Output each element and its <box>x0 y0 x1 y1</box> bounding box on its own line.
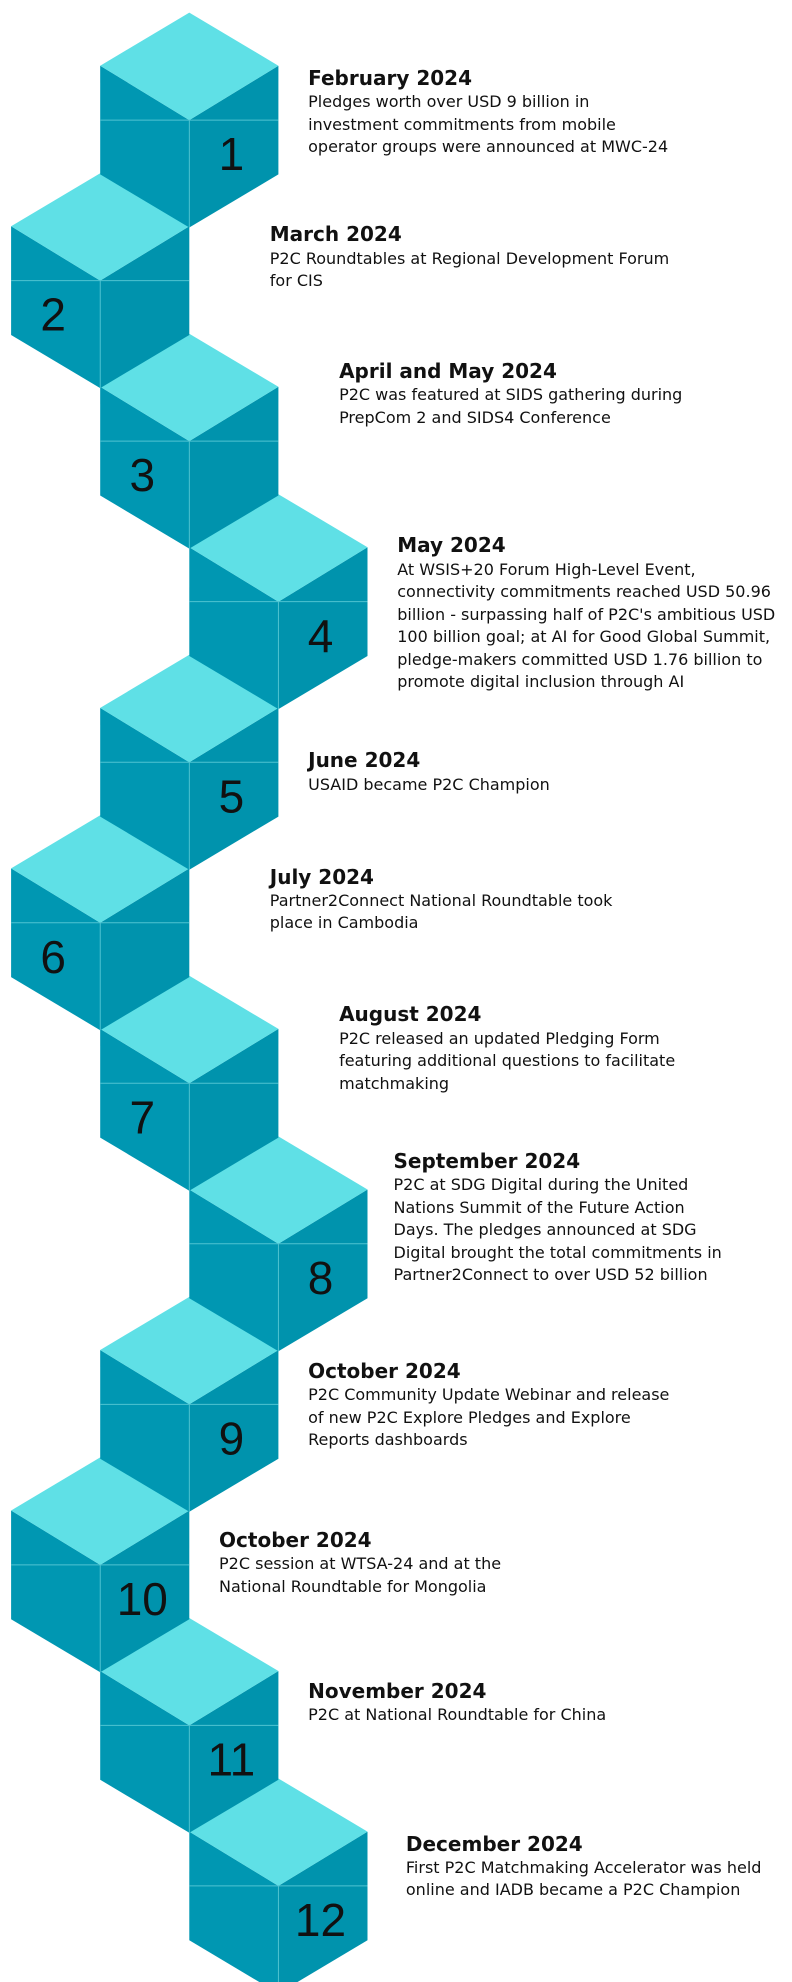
step-number: 1 <box>219 128 245 180</box>
step-text: P2C session at WTSA-24 and at the Nation… <box>219 1553 566 1598</box>
step-text: First P2C Matchmaking Accelerator was he… <box>406 1857 790 1902</box>
step-number: 11 <box>208 1733 256 1785</box>
step-text: P2C at National Roundtable for China <box>308 1704 679 1727</box>
step-title: November 2024 <box>308 1679 486 1703</box>
step-text: USAID became P2C Champion <box>308 774 679 797</box>
step-number: 6 <box>40 931 66 983</box>
step-title: March 2024 <box>270 222 402 246</box>
step-text: P2C at SDG Digital during the United Nat… <box>394 1174 728 1287</box>
step-number: 5 <box>219 770 245 822</box>
step-number: 2 <box>40 289 66 341</box>
step-title: October 2024 <box>219 1528 372 1552</box>
step-title: July 2024 <box>270 865 374 889</box>
step-text: Partner2Connect National Roundtable took… <box>270 890 641 935</box>
step-number: 12 <box>295 1894 346 1946</box>
step-title: April and May 2024 <box>339 359 557 383</box>
step-text: P2C released an updated Pledging Form fe… <box>339 1028 686 1096</box>
step-number: 3 <box>130 449 156 501</box>
step-title: September 2024 <box>394 1149 581 1173</box>
step-title: February 2024 <box>308 66 472 90</box>
timeline-page: 12 11 10 9 8 7 6 5 4 3 2 1 February 2024Pledges wor… <box>0 0 792 1982</box>
step-text: P2C was featured at SIDS gathering durin… <box>339 384 686 429</box>
step-text: At WSIS+20 Forum High-Level Event, conne… <box>397 559 792 694</box>
step-text: Pledges worth over USD 9 billion in inve… <box>308 91 679 159</box>
step-title: August 2024 <box>339 1002 481 1026</box>
step-number: 10 <box>117 1573 168 1625</box>
step-title: October 2024 <box>308 1359 461 1383</box>
step-text: P2C Roundtables at Regional Development … <box>270 248 678 293</box>
step-number: 7 <box>130 1091 156 1143</box>
step-title: May 2024 <box>397 533 505 557</box>
step-number: 8 <box>308 1252 334 1304</box>
step-title: December 2024 <box>406 1832 583 1856</box>
step-title: June 2024 <box>308 748 420 772</box>
step-number: 4 <box>308 610 334 662</box>
step-number: 9 <box>219 1412 245 1464</box>
step-text: P2C Community Update Webinar and release… <box>308 1384 685 1452</box>
